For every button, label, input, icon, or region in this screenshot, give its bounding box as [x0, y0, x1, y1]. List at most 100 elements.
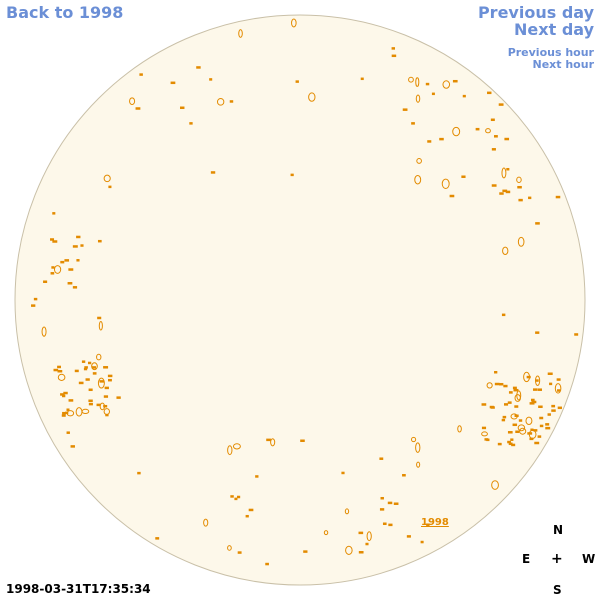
- compass-east-label: E: [522, 552, 531, 566]
- feature-marker: [72, 245, 78, 248]
- feature-marker: [490, 118, 495, 122]
- feature-marker: [415, 442, 421, 453]
- feature-marker: [515, 430, 520, 434]
- feature-marker: [393, 502, 399, 505]
- feature-marker: [103, 366, 109, 369]
- feature-marker: [98, 320, 103, 331]
- feature-marker: [523, 371, 531, 383]
- feature-marker: [139, 73, 143, 76]
- feature-marker: [103, 404, 108, 408]
- feature-marker: [87, 361, 92, 365]
- feature-marker: [481, 403, 487, 406]
- feature-marker: [501, 167, 507, 179]
- feature-marker: [539, 424, 544, 428]
- feature-marker: [528, 196, 532, 200]
- feature-marker: [323, 530, 329, 536]
- feature-marker: [84, 366, 88, 369]
- feature-marker: [358, 531, 364, 535]
- compass-west-label: W: [582, 552, 596, 566]
- solar-disk-outline: [14, 14, 586, 586]
- feature-marker: [108, 185, 112, 189]
- feature-marker: [57, 365, 61, 369]
- feature-marker: [248, 508, 254, 512]
- feature-marker: [501, 313, 506, 317]
- feature-marker: [360, 77, 364, 81]
- feature-marker: [68, 268, 74, 271]
- feature-marker: [116, 396, 121, 399]
- feature-marker: [103, 395, 109, 398]
- feature-marker: [517, 424, 526, 432]
- feature-marker: [66, 431, 70, 434]
- feature-marker: [97, 377, 105, 389]
- feature-marker: [88, 388, 93, 392]
- feature-marker: [427, 140, 432, 143]
- feature-marker: [513, 388, 519, 392]
- feature-marker: [210, 171, 216, 174]
- feature-marker: [104, 386, 109, 390]
- feature-marker: [61, 414, 66, 417]
- feature-marker: [227, 545, 232, 551]
- observation-timestamp: 1998-03-31T17:35:34: [6, 582, 151, 596]
- feature-marker: [547, 372, 553, 376]
- feature-marker: [255, 475, 259, 478]
- feature-marker: [234, 497, 238, 501]
- feature-marker: [537, 435, 542, 438]
- feature-marker: [238, 29, 243, 38]
- feature-marker: [227, 445, 233, 456]
- feature-marker: [416, 461, 421, 468]
- feature-marker: [502, 246, 509, 256]
- feature-marker: [96, 353, 102, 361]
- feature-marker: [66, 408, 70, 411]
- feature-marker: [266, 438, 271, 442]
- feature-marker: [57, 370, 63, 373]
- feature-marker: [457, 425, 462, 433]
- feature-marker: [129, 97, 136, 106]
- feature-marker: [508, 391, 513, 394]
- feature-marker: [486, 382, 493, 389]
- feature-marker: [519, 427, 527, 435]
- feature-marker: [60, 260, 65, 264]
- feature-marker: [387, 501, 393, 505]
- feature-marker: [530, 428, 534, 432]
- feature-marker: [534, 441, 540, 445]
- feature-marker: [414, 174, 422, 185]
- feature-marker: [555, 195, 561, 199]
- feature-marker: [137, 471, 141, 475]
- feature-marker: [556, 378, 561, 381]
- feature-marker: [554, 383, 562, 394]
- next-day-link[interactable]: Next day: [514, 20, 594, 39]
- feature-marker: [551, 409, 556, 412]
- feature-marker: [72, 286, 78, 289]
- feature-marker: [232, 443, 241, 450]
- back-to-year-link[interactable]: Back to 1998: [6, 3, 124, 22]
- next-hour-link[interactable]: Next hour: [532, 58, 595, 71]
- feature-marker: [545, 423, 550, 426]
- feature-marker: [388, 523, 393, 527]
- feature-marker: [365, 542, 369, 546]
- feature-marker: [291, 18, 297, 28]
- feature-marker: [494, 135, 498, 138]
- feature-marker: [62, 411, 66, 415]
- feature-marker: [431, 92, 435, 96]
- feature-marker: [499, 382, 504, 386]
- feature-marker: [33, 297, 38, 301]
- feature-marker: [43, 280, 48, 283]
- feature-marker: [57, 373, 66, 381]
- feature-marker: [229, 100, 234, 103]
- feature-marker: [99, 380, 105, 383]
- feature-marker: [135, 107, 141, 110]
- feature-marker: [379, 508, 385, 511]
- feature-marker: [537, 388, 543, 391]
- feature-marker: [189, 122, 193, 125]
- year-link[interactable]: 1998: [421, 517, 449, 528]
- feature-marker: [545, 426, 551, 430]
- feature-marker: [484, 438, 489, 441]
- feature-marker: [530, 398, 535, 402]
- feature-marker: [481, 431, 488, 437]
- previous-hour-link[interactable]: Previous hour: [507, 46, 594, 59]
- feature-marker: [97, 239, 102, 243]
- feature-marker: [535, 379, 539, 382]
- previous-day-link[interactable]: Previous day: [477, 3, 594, 22]
- compass-center-icon: +: [551, 551, 563, 567]
- feature-marker: [92, 372, 97, 375]
